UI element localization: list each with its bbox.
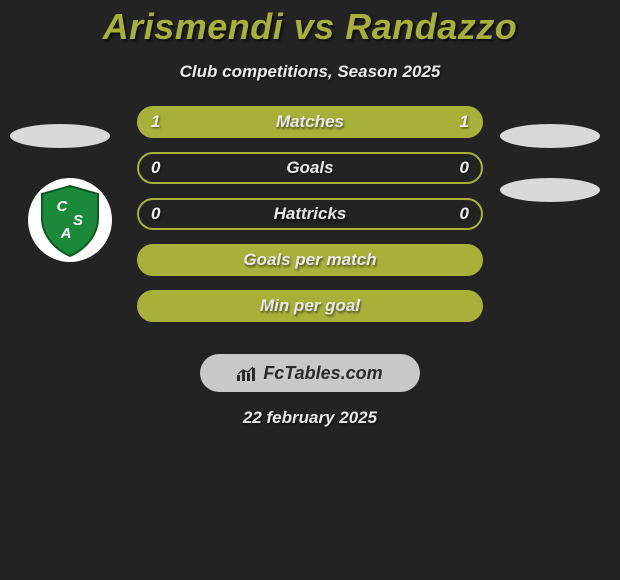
right-player-ellipse-2 xyxy=(500,178,600,202)
svg-text:C: C xyxy=(57,198,69,215)
stat-right-value: 1 xyxy=(460,112,469,132)
chart-icon xyxy=(237,365,257,381)
comparison-title: Arismendi vs Randazzo xyxy=(0,0,620,48)
stat-row: 1 Matches 1 xyxy=(137,106,483,138)
comparison-subtitle: Club competitions, Season 2025 xyxy=(0,62,620,82)
svg-text:A: A xyxy=(60,225,72,242)
stat-label: Matches xyxy=(276,112,344,132)
stat-right-value: 0 xyxy=(460,204,469,224)
stat-left-value: 0 xyxy=(151,204,160,224)
left-player-ellipse xyxy=(10,124,110,148)
source-badge-text: FcTables.com xyxy=(263,363,382,384)
stat-row: Min per goal xyxy=(137,290,483,322)
comparison-date: 22 february 2025 xyxy=(0,408,620,428)
stat-left-value: 1 xyxy=(151,112,160,132)
shield-icon: C S A xyxy=(28,178,112,262)
right-player-ellipse-1 xyxy=(500,124,600,148)
svg-text:S: S xyxy=(73,212,83,229)
stat-left-value: 0 xyxy=(151,158,160,178)
stat-label: Goals per match xyxy=(243,250,376,270)
stat-rows: 1 Matches 1 0 Goals 0 0 Hattricks 0 Goals per mat… xyxy=(137,106,483,322)
stat-label: Min per goal xyxy=(260,296,360,316)
stat-label: Hattricks xyxy=(274,204,347,224)
stat-right-value: 0 xyxy=(460,158,469,178)
left-club-badge: C S A xyxy=(28,178,112,262)
stat-label: Goals xyxy=(286,158,333,178)
stat-row: 0 Hattricks 0 xyxy=(137,198,483,230)
stat-row: Goals per match xyxy=(137,244,483,276)
stat-row: 0 Goals 0 xyxy=(137,152,483,184)
source-badge: FcTables.com xyxy=(200,354,420,392)
